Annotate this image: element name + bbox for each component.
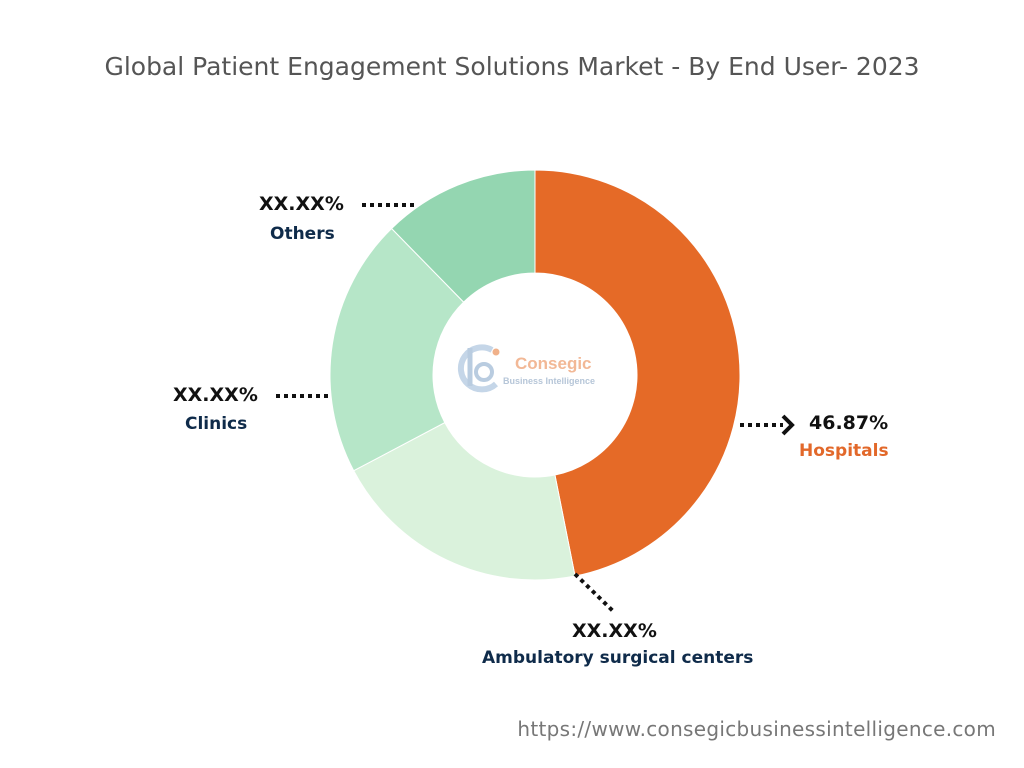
value-label-ambulatory: XX.XX% (572, 620, 657, 642)
leader-arrow-hospitals (781, 414, 795, 436)
category-label-clinics: Clinics (185, 414, 248, 434)
category-label-hospitals: Hospitals (799, 441, 889, 461)
consegic-logo: Consegic Business Intelligence (457, 344, 595, 393)
source-url: https://www.consegicbusinessintelligence… (517, 717, 996, 741)
category-label-others: Others (270, 224, 335, 244)
logo-ring-icon (457, 344, 499, 393)
logo-tagline: Business Intelligence (503, 376, 595, 386)
logo-name: Consegic (515, 354, 592, 373)
value-label-others: XX.XX% (259, 193, 344, 215)
leader-line-ambulatory (573, 572, 616, 614)
chart-title: Global Patient Engagement Solutions Mark… (104, 52, 920, 81)
slice-ambulatory-surgical-centers (353, 421, 576, 581)
slice-clinics (329, 227, 465, 472)
value-label-clinics: XX.XX% (173, 384, 258, 406)
slice-hospitals (534, 169, 741, 577)
slice-others (390, 169, 536, 303)
value-label-hospitals: 46.87% (809, 412, 889, 434)
category-label-ambulatory: Ambulatory surgical centers (482, 648, 754, 668)
